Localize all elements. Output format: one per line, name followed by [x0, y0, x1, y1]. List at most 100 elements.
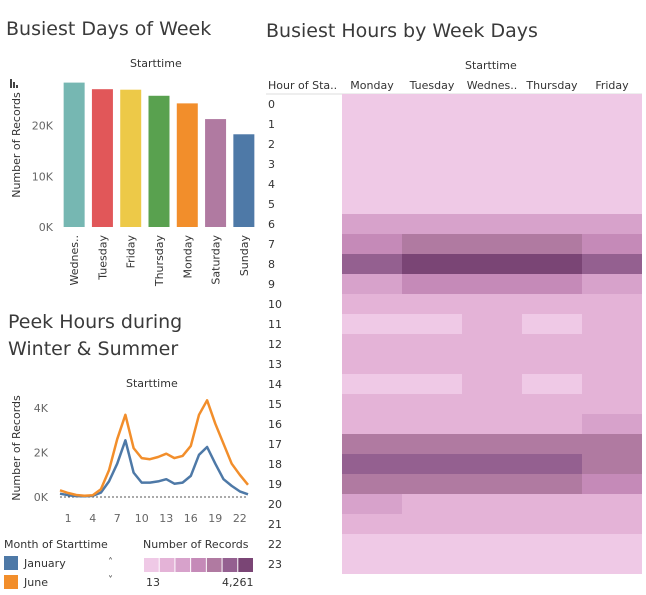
heatmap-cell[interactable] — [462, 414, 522, 434]
heatmap-cell[interactable] — [462, 374, 522, 394]
heatmap-cell[interactable] — [342, 474, 402, 494]
heatmap-cell[interactable] — [582, 94, 642, 114]
heatmap-cell[interactable] — [402, 294, 462, 314]
heatmap-cell[interactable] — [402, 334, 462, 354]
heatmap-cell[interactable] — [402, 494, 462, 514]
heatmap-cell[interactable] — [462, 474, 522, 494]
heatmap-cell[interactable] — [582, 314, 642, 334]
bar-friday[interactable] — [120, 89, 142, 228]
heatmap-cell[interactable] — [582, 454, 642, 474]
heatmap-cell[interactable] — [342, 394, 402, 414]
heatmap-cell[interactable] — [402, 114, 462, 134]
heatmap-cell[interactable] — [522, 454, 582, 474]
heatmap-cell[interactable] — [342, 174, 402, 194]
heatmap-cell[interactable] — [342, 434, 402, 454]
heatmap-cell[interactable] — [582, 174, 642, 194]
heatmap-cell[interactable] — [342, 374, 402, 394]
chevron-up-icon[interactable]: ˄ — [108, 557, 113, 568]
heatmap-cell[interactable] — [462, 234, 522, 254]
heatmap-cell[interactable] — [342, 414, 402, 434]
heatmap-cell[interactable] — [522, 294, 582, 314]
heatmap-cell[interactable] — [402, 534, 462, 554]
heatmap-cell[interactable] — [522, 494, 582, 514]
heatmap-cell[interactable] — [402, 254, 462, 274]
heatmap-cell[interactable] — [342, 154, 402, 174]
heatmap-cell[interactable] — [462, 314, 522, 334]
bar-wednes[interactable] — [63, 82, 85, 227]
heatmap-cell[interactable] — [342, 354, 402, 374]
heatmap-cell[interactable] — [342, 94, 402, 114]
heatmap-cell[interactable] — [342, 314, 402, 334]
heatmap-cell[interactable] — [582, 194, 642, 214]
heatmap-cell[interactable] — [522, 134, 582, 154]
heatmap-cell[interactable] — [522, 534, 582, 554]
heatmap-cell[interactable] — [402, 94, 462, 114]
heatmap-cell[interactable] — [582, 134, 642, 154]
heatmap-cell[interactable] — [342, 294, 402, 314]
heatmap-cell[interactable] — [342, 274, 402, 294]
heatmap-cell[interactable] — [462, 294, 522, 314]
heatmap-cell[interactable] — [522, 554, 582, 574]
heatmap-cell[interactable] — [342, 534, 402, 554]
heatmap-cell[interactable] — [462, 554, 522, 574]
heatmap-cell[interactable] — [342, 454, 402, 474]
heatmap-cell[interactable] — [462, 214, 522, 234]
heatmap-cell[interactable] — [582, 294, 642, 314]
sort-icon[interactable] — [10, 79, 20, 89]
heatmap-cell[interactable] — [462, 254, 522, 274]
heatmap-cell[interactable] — [522, 394, 582, 414]
heatmap-cell[interactable] — [342, 114, 402, 134]
heatmap-cell[interactable] — [342, 214, 402, 234]
heatmap-cell[interactable] — [342, 134, 402, 154]
heatmap-cell[interactable] — [402, 234, 462, 254]
heatmap-cell[interactable] — [402, 514, 462, 534]
heatmap-cell[interactable] — [522, 414, 582, 434]
heatmap-cell[interactable] — [582, 414, 642, 434]
heatmap-cell[interactable] — [522, 214, 582, 234]
heatmap-cell[interactable] — [402, 274, 462, 294]
heatmap-cell[interactable] — [402, 554, 462, 574]
heatmap-cell[interactable] — [342, 514, 402, 534]
heatmap-cell[interactable] — [402, 134, 462, 154]
heatmap-cell[interactable] — [462, 174, 522, 194]
heatmap-cell[interactable] — [402, 354, 462, 374]
heatmap-cell[interactable] — [522, 174, 582, 194]
heatmap-cell[interactable] — [522, 94, 582, 114]
heatmap-cell[interactable] — [582, 154, 642, 174]
heatmap-cell[interactable] — [582, 494, 642, 514]
heatmap-cell[interactable] — [402, 454, 462, 474]
heatmap-cell[interactable] — [582, 514, 642, 534]
legend-item-june[interactable]: June — [4, 575, 48, 589]
heatmap-cell[interactable] — [522, 514, 582, 534]
heatmap-cell[interactable] — [462, 154, 522, 174]
heatmap-cell[interactable] — [402, 474, 462, 494]
heatmap-cell[interactable] — [582, 374, 642, 394]
heatmap-cell[interactable] — [582, 234, 642, 254]
heatmap-cell[interactable] — [522, 354, 582, 374]
heatmap-cell[interactable] — [462, 114, 522, 134]
heatmap-cell[interactable] — [582, 474, 642, 494]
heatmap-cell[interactable] — [522, 434, 582, 454]
heatmap-cell[interactable] — [582, 434, 642, 454]
heatmap-cell[interactable] — [582, 274, 642, 294]
heatmap-cell[interactable] — [462, 134, 522, 154]
heatmap-cell[interactable] — [462, 334, 522, 354]
heatmap-cell[interactable] — [582, 254, 642, 274]
heatmap-cell[interactable] — [342, 194, 402, 214]
heatmap-cell[interactable] — [522, 154, 582, 174]
heatmap-cell[interactable] — [342, 234, 402, 254]
heatmap-cell[interactable] — [402, 394, 462, 414]
heatmap-cell[interactable] — [582, 534, 642, 554]
heatmap-cell[interactable] — [522, 194, 582, 214]
heatmap-cell[interactable] — [582, 554, 642, 574]
bar-thursday[interactable] — [148, 95, 170, 227]
heatmap-cell[interactable] — [522, 374, 582, 394]
heatmap-cell[interactable] — [582, 114, 642, 134]
heatmap-cell[interactable] — [582, 394, 642, 414]
heatmap-cell[interactable] — [462, 354, 522, 374]
heatmap-cell[interactable] — [522, 314, 582, 334]
heatmap-cell[interactable] — [462, 94, 522, 114]
heatmap-cell[interactable] — [342, 254, 402, 274]
heatmap-cell[interactable] — [402, 314, 462, 334]
heatmap-cell[interactable] — [582, 334, 642, 354]
